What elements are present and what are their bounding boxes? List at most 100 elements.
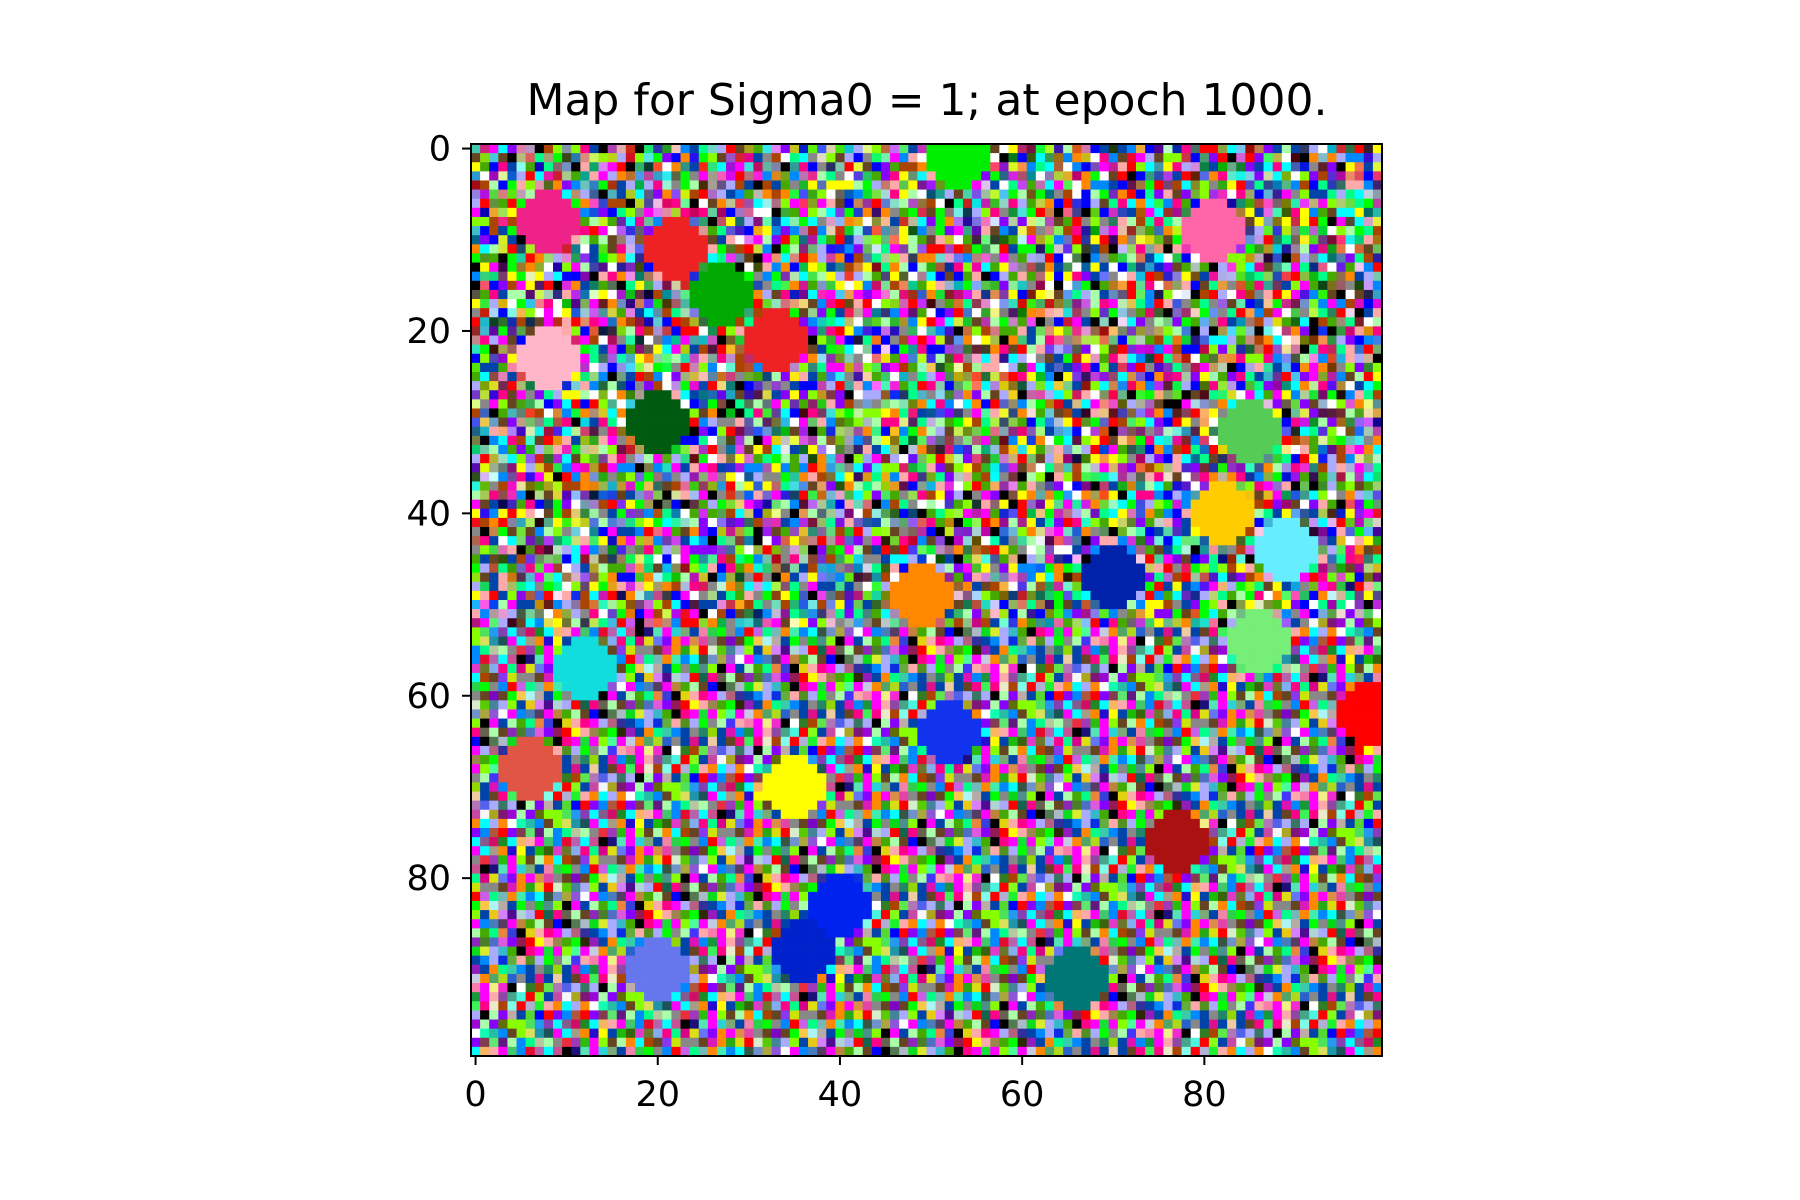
- heatmap-cell: [1272, 326, 1283, 336]
- heatmap-cell: [753, 326, 763, 336]
- heatmap-cell: [580, 153, 590, 163]
- heatmap-cell: [543, 435, 554, 446]
- heatmap-cell: [1263, 444, 1274, 455]
- heatmap-cell: [689, 481, 700, 491]
- heatmap-cell: [1035, 207, 1046, 218]
- heatmap-cell: [1372, 508, 1383, 519]
- heatmap-cell: [735, 472, 745, 482]
- heatmap-cell: [1300, 144, 1310, 154]
- heatmap-cell: [862, 189, 873, 200]
- heatmap-cell: [625, 581, 636, 592]
- heatmap-cell: [1218, 508, 1228, 519]
- heatmap-cell: [744, 517, 754, 528]
- heatmap-cell: [1372, 554, 1383, 564]
- heatmap-cell: [726, 207, 736, 218]
- heatmap-cell: [507, 508, 517, 519]
- heatmap-cell: [1327, 463, 1337, 473]
- heatmap-cell: [1172, 362, 1182, 373]
- heatmap-cell: [1126, 335, 1137, 345]
- heatmap-cell: [498, 253, 508, 263]
- heatmap-cell: [1099, 499, 1110, 510]
- heatmap-cell: [1181, 198, 1192, 209]
- heatmap-cell: [862, 563, 873, 573]
- heatmap-cell: [1154, 326, 1164, 336]
- heatmap-cell: [762, 454, 772, 464]
- heatmap-cell: [1108, 435, 1119, 446]
- heatmap-cell: [534, 454, 545, 464]
- heatmap-cell: [871, 144, 882, 154]
- heatmap-cell: [1190, 463, 1201, 473]
- heatmap-cell: [1300, 508, 1310, 519]
- heatmap-cell: [1008, 517, 1018, 528]
- heatmap-cell: [726, 417, 736, 428]
- heatmap-cell: [1254, 381, 1264, 391]
- heatmap-cell: [1108, 362, 1119, 373]
- heatmap-cell: [507, 271, 517, 282]
- heatmap-cell: [835, 508, 845, 519]
- heatmap-cell: [671, 417, 681, 428]
- heatmap-cell: [1017, 444, 1028, 455]
- heatmap-cell: [680, 362, 690, 373]
- heatmap-cell: [780, 335, 791, 345]
- heatmap-cell: [1017, 226, 1028, 236]
- heatmap-cell: [944, 235, 955, 245]
- heatmap-cell: [1099, 372, 1110, 382]
- heatmap-cell: [744, 162, 754, 172]
- heatmap-cell: [981, 235, 991, 245]
- heatmap-cell: [780, 490, 791, 501]
- heatmap-cell: [1026, 253, 1037, 263]
- heatmap-cell: [835, 207, 845, 218]
- heatmap-cell: [862, 590, 873, 601]
- heatmap-cell: [1327, 435, 1337, 446]
- heatmap-cell: [1090, 280, 1100, 291]
- heatmap-cell: [1072, 417, 1082, 428]
- heatmap-cell: [935, 572, 946, 583]
- heatmap-cell: [662, 189, 672, 200]
- heatmap-cell: [680, 299, 690, 309]
- heatmap-cell: [498, 381, 508, 391]
- heatmap-cell: [607, 563, 618, 573]
- heatmap-cell: [534, 216, 545, 227]
- heatmap-cell: [953, 198, 964, 209]
- heatmap-cell: [1017, 417, 1028, 428]
- heatmap-cell: [1236, 235, 1246, 245]
- heatmap-cell: [890, 308, 900, 318]
- heatmap-cell: [1117, 554, 1128, 564]
- heatmap-cell: [944, 317, 955, 327]
- heatmap-cell: [552, 299, 563, 309]
- heatmap-cell: [844, 417, 854, 428]
- heatmap-cell: [789, 554, 800, 564]
- heatmap-cell: [844, 517, 854, 528]
- heatmap-cell: [689, 563, 700, 573]
- heatmap-cell: [835, 372, 845, 382]
- heatmap-cell: [543, 381, 554, 391]
- heatmap-cell: [1281, 372, 1292, 382]
- heatmap-cell: [1372, 499, 1383, 510]
- heatmap-cell: [1054, 335, 1064, 345]
- heatmap-cell: [735, 454, 745, 464]
- heatmap-cell: [990, 253, 1000, 263]
- heatmap-cell: [516, 499, 527, 510]
- heatmap-cell: [507, 189, 517, 200]
- heatmap-cell: [1136, 289, 1146, 300]
- heatmap-cell: [1218, 390, 1228, 400]
- heatmap-cell: [689, 399, 700, 409]
- heatmap-cell: [1017, 253, 1028, 263]
- heatmap-cell: [899, 308, 909, 318]
- heatmap-cell: [1281, 353, 1292, 364]
- heatmap-cell: [1090, 326, 1100, 336]
- heatmap-cell: [1199, 554, 1210, 564]
- heatmap-cell: [953, 536, 964, 546]
- heatmap-cell: [598, 444, 608, 455]
- heatmap-cell: [1227, 271, 1237, 282]
- heatmap-cell: [780, 271, 791, 282]
- heatmap-cell: [507, 454, 517, 464]
- heatmap-cell: [1236, 207, 1246, 218]
- heatmap-cell: [744, 444, 754, 455]
- heatmap-cell: [562, 362, 572, 373]
- heatmap-cell: [735, 226, 745, 236]
- heatmap-cell: [1218, 481, 1228, 491]
- heatmap-cell: [871, 271, 882, 282]
- heatmap-cell: [789, 271, 800, 282]
- heatmap-cell: [1063, 527, 1073, 537]
